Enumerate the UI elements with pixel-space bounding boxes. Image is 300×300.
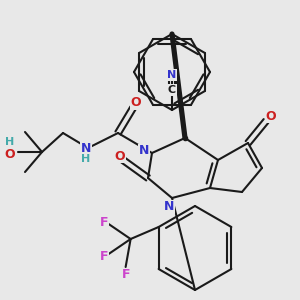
Text: N: N [81, 142, 91, 154]
Text: F: F [99, 215, 108, 229]
Text: O: O [266, 110, 276, 122]
Text: O: O [5, 148, 15, 160]
Text: H: H [5, 137, 15, 147]
Text: C: C [168, 85, 176, 95]
Text: O: O [115, 149, 125, 163]
Text: O: O [131, 97, 141, 110]
Text: N: N [164, 200, 174, 214]
Text: H: H [81, 154, 91, 164]
Text: N: N [167, 70, 177, 80]
Text: F: F [122, 268, 130, 281]
Text: F: F [99, 250, 108, 262]
Text: N: N [139, 145, 149, 158]
